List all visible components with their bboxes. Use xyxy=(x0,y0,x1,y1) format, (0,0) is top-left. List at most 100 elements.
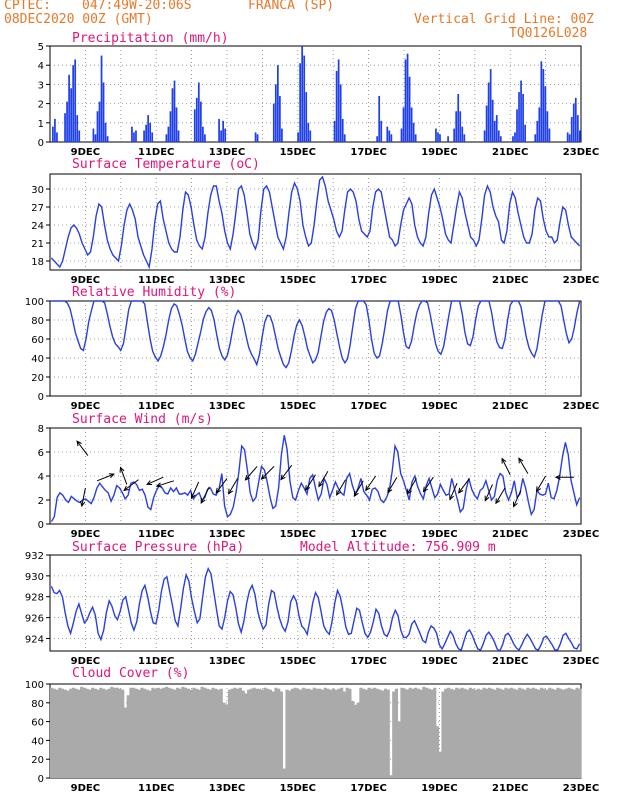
precip-bar xyxy=(171,88,174,142)
precip-bar xyxy=(256,134,259,142)
cloud-cover-bar xyxy=(383,688,388,778)
cloud-cover-bar xyxy=(482,687,486,778)
cloud-cover-bar xyxy=(457,688,461,778)
y-tick-label: 0 xyxy=(38,520,44,531)
y-tick-label: 2 xyxy=(38,100,44,111)
precip-bar xyxy=(343,134,346,142)
precip-bar xyxy=(455,111,458,142)
cloud-cover-bar xyxy=(414,687,418,778)
cloud-cover-bar xyxy=(271,691,275,778)
panel-frame xyxy=(49,427,582,525)
precip-bar xyxy=(145,124,147,142)
cloud-cover-bar xyxy=(353,704,357,778)
precip-bar xyxy=(341,118,344,142)
precip-bar xyxy=(193,109,196,142)
x-tick-label: 11DEC xyxy=(138,275,174,286)
precip-bar xyxy=(98,101,101,142)
cloud-cover-bar xyxy=(476,688,481,778)
cloud-cover-bar xyxy=(509,687,513,778)
header-source: CPTEC: xyxy=(4,0,51,13)
panel-annotation: Model Altitude: 756.909 m xyxy=(300,540,496,555)
cloud-cover-bar xyxy=(312,687,316,778)
wind-arrow-head xyxy=(512,501,518,508)
cloud-cover-bar xyxy=(331,688,336,778)
cloud-cover-bar xyxy=(520,688,524,778)
cloud-cover-bar xyxy=(170,688,174,778)
wind-arrow-head xyxy=(146,480,153,486)
cloud-cover-bar xyxy=(216,689,221,778)
wind-arrow-head xyxy=(406,488,412,495)
x-tick-label: 19DEC xyxy=(421,147,457,158)
cloud-cover-bar xyxy=(55,689,59,778)
precip-bar xyxy=(106,136,109,142)
cloud-cover-bar xyxy=(570,688,574,778)
wind-arrow xyxy=(365,475,377,491)
x-tick-label: 17DEC xyxy=(350,783,386,794)
x-tick-label: 13DEC xyxy=(209,783,245,794)
wind-arrow xyxy=(81,487,86,507)
cloud-cover-bar xyxy=(424,687,429,778)
wind-arrow-head xyxy=(280,474,286,481)
series-line xyxy=(50,435,581,522)
precip-bar xyxy=(410,107,413,142)
x-tick-label: 19DEC xyxy=(421,783,457,794)
precip-bar xyxy=(461,126,464,142)
cloud-cover-bar xyxy=(548,687,552,778)
cloud-cover-bar xyxy=(556,687,560,778)
cloud-cover-bar xyxy=(260,689,264,778)
cloud-cover-bar xyxy=(419,689,423,778)
cloud-cover-bar xyxy=(490,688,494,778)
precip-bar xyxy=(540,61,543,142)
cloud-cover-bar xyxy=(214,688,218,778)
x-tick-label: 11DEC xyxy=(138,656,174,667)
precip-bar xyxy=(485,105,488,142)
y-tick-label: 24 xyxy=(31,221,44,232)
cloud-cover-bar xyxy=(96,689,100,778)
precip-bar xyxy=(199,101,202,142)
cloud-cover-bar xyxy=(192,687,196,778)
precip-bar xyxy=(572,103,575,142)
wind-arrow xyxy=(120,467,128,485)
wind-arrow-head xyxy=(119,466,125,473)
precip-bar xyxy=(68,74,70,142)
x-tick-label: 19DEC xyxy=(421,401,457,412)
precip-bar xyxy=(173,80,176,142)
header-run-date: 08DEC2020 00Z (GMT) xyxy=(4,12,153,27)
x-tick-label: 11DEC xyxy=(138,529,174,540)
y-tick-label: 80 xyxy=(31,699,44,710)
x-tick-label: 9DEC xyxy=(71,147,100,158)
x-tick-label: 21DEC xyxy=(492,275,528,286)
cloud-cover-bar xyxy=(258,688,262,778)
cloud-cover-bar xyxy=(288,690,292,778)
cloud-cover-bar xyxy=(564,688,568,778)
y-tick-label: 924 xyxy=(25,634,44,645)
x-tick-label: 11DEC xyxy=(138,783,174,794)
cloud-cover-bar xyxy=(255,688,259,778)
wind-arrow-head xyxy=(244,474,251,481)
cloud-cover-bar xyxy=(211,687,215,778)
x-tick-label: 15DEC xyxy=(280,783,316,794)
cloud-cover-bar xyxy=(526,687,530,778)
cloud-cover-bar xyxy=(479,689,483,778)
cloud-cover-bar xyxy=(575,687,579,778)
precip-bar xyxy=(224,128,227,142)
precip-bar xyxy=(335,70,338,142)
precip-bar xyxy=(483,130,486,142)
cloud-cover-bar xyxy=(542,688,546,778)
cloud-cover-bar xyxy=(63,689,67,778)
cloud-cover-bar xyxy=(132,687,136,778)
precip-bar xyxy=(307,122,310,142)
precip-bar xyxy=(175,107,178,142)
wind-arrow xyxy=(458,478,470,494)
y-tick-label: 20 xyxy=(31,373,44,384)
cloud-cover-bar xyxy=(351,700,355,778)
cloud-cover-bar xyxy=(337,688,341,778)
cloud-cover-bar xyxy=(137,689,141,778)
cloud-cover-bar xyxy=(403,688,407,778)
x-tick-label: 13DEC xyxy=(209,529,245,540)
precip-bar xyxy=(566,132,569,142)
cloud-cover-bar xyxy=(452,689,456,778)
precip-bar xyxy=(165,134,168,142)
precip-bar xyxy=(102,82,105,142)
